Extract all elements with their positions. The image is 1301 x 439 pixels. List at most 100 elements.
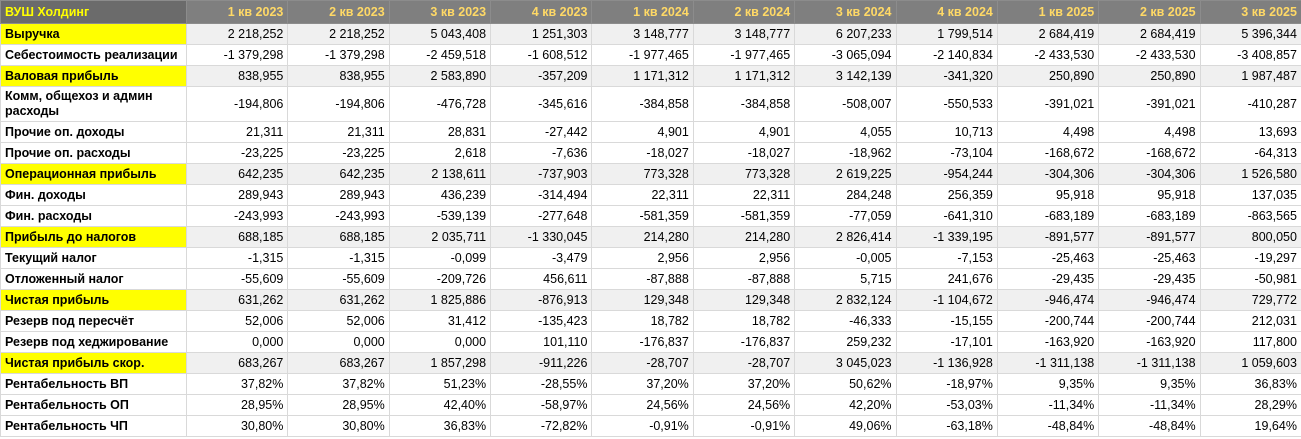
value-cell: 6 207,233 — [794, 23, 897, 45]
value-cell: 284,248 — [794, 184, 897, 206]
value-cell: -277,648 — [490, 205, 593, 227]
value-cell: 2 138,611 — [388, 163, 492, 185]
value-cell: 42,20% — [794, 394, 897, 416]
value-cell: -3,479 — [490, 247, 593, 269]
value-cell: -17,101 — [895, 331, 998, 353]
row-label: Комм, общехоз и админ расходы — [0, 86, 187, 122]
value-cell: -28,707 — [692, 352, 796, 374]
value-cell: -64,313 — [1199, 142, 1301, 164]
value-cell: 22,311 — [692, 184, 796, 206]
value-cell: 436,239 — [388, 184, 492, 206]
value-cell: -7,636 — [490, 142, 593, 164]
value-cell: -1 311,138 — [996, 352, 1100, 374]
value-cell: -911,226 — [490, 352, 593, 374]
value-cell: 21,311 — [185, 121, 289, 143]
value-cell: -23,225 — [185, 142, 289, 164]
value-cell: -1 339,195 — [895, 226, 998, 248]
value-cell: 0,000 — [287, 331, 390, 353]
value-cell: 0,000 — [388, 331, 492, 353]
value-cell: -11,34% — [1098, 394, 1201, 416]
value-cell: 1 059,603 — [1199, 352, 1301, 374]
value-cell: 10,713 — [895, 121, 998, 143]
value-cell: -946,474 — [996, 289, 1100, 311]
value-cell: -1 104,672 — [895, 289, 998, 311]
value-cell: -508,007 — [794, 86, 897, 122]
value-cell: -683,189 — [996, 205, 1100, 227]
value-cell: -641,310 — [895, 205, 998, 227]
table-row: Прибыль до налогов 688,185 688,185 2 035,71… — [0, 226, 1301, 248]
value-cell: 2,618 — [388, 142, 492, 164]
value-cell: 1 987,487 — [1199, 65, 1301, 87]
value-cell: 28,29% — [1199, 394, 1301, 416]
value-cell: -891,577 — [996, 226, 1100, 248]
value-cell: -550,533 — [895, 86, 998, 122]
table-row: Валовая прибыль 838,955 838,955 2 583,890 -3… — [0, 65, 1301, 87]
period-header: 2 кв 2023 — [287, 0, 390, 24]
row-label: Прочие оп. доходы — [0, 121, 187, 143]
value-cell: 2 583,890 — [388, 65, 492, 87]
value-cell: 4,055 — [794, 121, 897, 143]
value-cell: -2 433,530 — [1098, 44, 1201, 66]
row-label: Чистая прибыль скор. — [0, 352, 187, 374]
value-cell: 5 043,408 — [388, 23, 492, 45]
value-cell: -18,97% — [895, 373, 998, 395]
value-cell: -72,82% — [490, 415, 593, 437]
header-row: ВУШ Холдинг 1 кв 2023 2 кв 2023 3 кв 2023 4… — [0, 0, 1301, 24]
value-cell: -18,962 — [794, 142, 897, 164]
value-cell: -0,91% — [591, 415, 694, 437]
value-cell: 642,235 — [185, 163, 289, 185]
value-cell: 18,782 — [591, 310, 694, 332]
value-cell: -163,920 — [996, 331, 1100, 353]
value-cell: -876,913 — [490, 289, 593, 311]
value-cell: -63,18% — [895, 415, 998, 437]
value-cell: -946,474 — [1098, 289, 1201, 311]
value-cell: -243,993 — [287, 205, 390, 227]
value-cell: -48,84% — [996, 415, 1100, 437]
value-cell: -391,021 — [1098, 86, 1201, 122]
value-cell: -1 977,465 — [692, 44, 796, 66]
value-cell: 5,715 — [794, 268, 897, 290]
value-cell: -3 408,857 — [1199, 44, 1301, 66]
table-row: Чистая прибыль скор. 683,267 683,267 1 857,… — [0, 352, 1301, 374]
value-cell: -737,903 — [490, 163, 593, 185]
value-cell: -53,03% — [895, 394, 998, 416]
value-cell: -863,565 — [1199, 205, 1301, 227]
value-cell: -87,888 — [692, 268, 796, 290]
value-cell: 642,235 — [287, 163, 390, 185]
value-cell: 18,782 — [692, 310, 796, 332]
value-cell: 2 826,414 — [794, 226, 897, 248]
value-cell: 3 045,023 — [794, 352, 897, 374]
value-cell: -391,021 — [996, 86, 1100, 122]
value-cell: 683,267 — [287, 352, 390, 374]
period-header: 3 кв 2023 — [388, 0, 492, 24]
value-cell: -176,837 — [591, 331, 694, 353]
value-cell: 773,328 — [692, 163, 796, 185]
period-header: 1 кв 2025 — [996, 0, 1100, 24]
value-cell: 773,328 — [591, 163, 694, 185]
value-cell: -200,744 — [1098, 310, 1201, 332]
table-row: Резерв под хеджирование 0,000 0,000 0,000 10… — [0, 331, 1301, 353]
value-cell: -55,609 — [185, 268, 289, 290]
value-cell: -1 379,298 — [287, 44, 390, 66]
value-cell: -1 977,465 — [591, 44, 694, 66]
value-cell: -194,806 — [185, 86, 289, 122]
value-cell: 52,006 — [185, 310, 289, 332]
value-cell: -55,609 — [287, 268, 390, 290]
value-cell: 250,890 — [996, 65, 1100, 87]
period-header: 3 кв 2024 — [794, 0, 897, 24]
value-cell: 95,918 — [1098, 184, 1201, 206]
value-cell: 30,80% — [185, 415, 289, 437]
value-cell: -176,837 — [692, 331, 796, 353]
value-cell: -77,059 — [794, 205, 897, 227]
value-cell: 4,498 — [1098, 121, 1201, 143]
value-cell: 2 832,124 — [794, 289, 897, 311]
value-cell: -194,806 — [287, 86, 390, 122]
value-cell: 22,311 — [591, 184, 694, 206]
value-cell: 21,311 — [287, 121, 390, 143]
value-cell: -0,91% — [692, 415, 796, 437]
value-cell: 95,918 — [996, 184, 1100, 206]
value-cell: 28,95% — [185, 394, 289, 416]
value-cell: 241,676 — [895, 268, 998, 290]
value-cell: -476,728 — [388, 86, 492, 122]
value-cell: 214,280 — [591, 226, 694, 248]
